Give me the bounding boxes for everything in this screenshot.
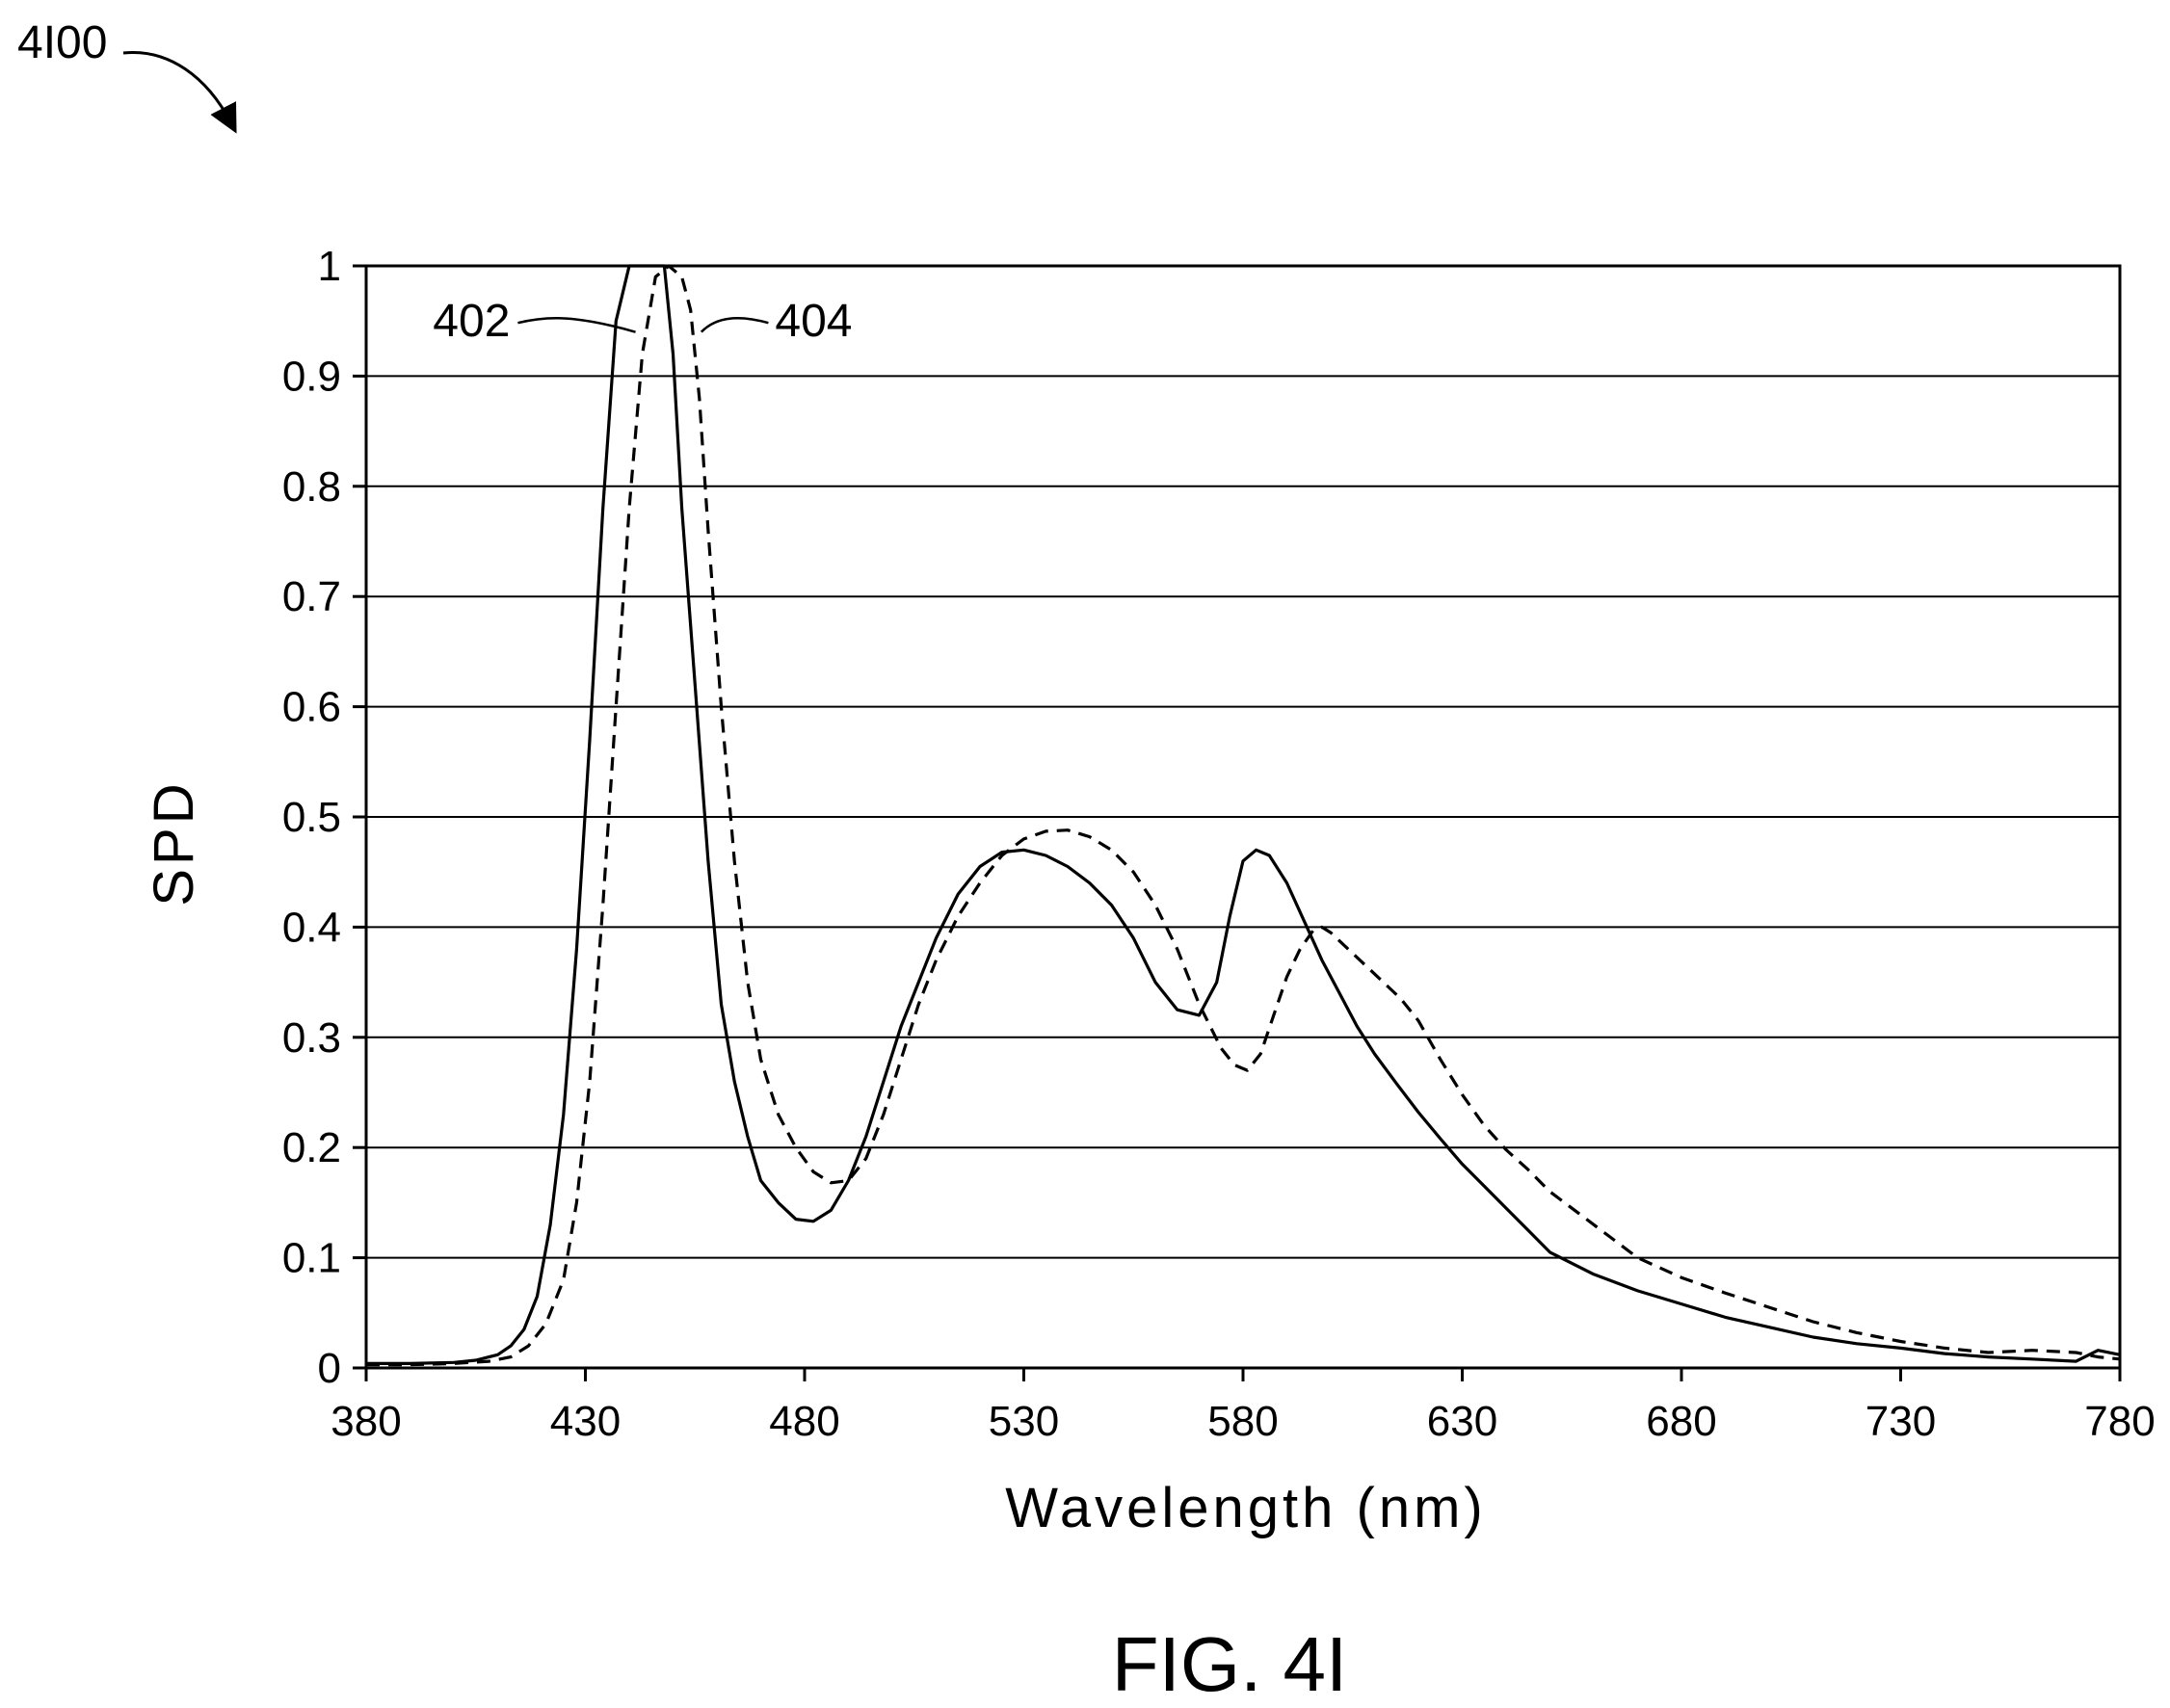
x-tick-label: 380 [331,1398,401,1445]
callout-label-402: 402 [433,296,510,347]
figure-ref-label: 4I00 [17,17,107,68]
y-tick-label: 0.6 [282,684,341,731]
x-tick-label: 480 [769,1398,839,1445]
y-tick-label: 0.3 [282,1014,341,1062]
y-tick-label: 0.1 [282,1235,341,1282]
y-tick-label: 0.4 [282,904,341,951]
figure-ref-arrow [122,50,237,134]
y-tick-label: 0.8 [282,463,341,511]
callout-leader-402 [517,317,636,333]
y-tick-label: 0.9 [282,353,341,400]
x-tick-label: 680 [1646,1398,1716,1445]
y-tick-label: 1 [318,243,341,290]
x-tick-label: 630 [1427,1398,1497,1445]
callout-label-404: 404 [775,296,852,347]
y-axis-title: SPD [143,779,205,906]
x-tick-label: 580 [1207,1398,1278,1445]
x-tick-label: 430 [550,1398,621,1445]
grid-layer [366,375,2120,1259]
series-layer [366,264,2121,1367]
x-tick-label: 780 [2084,1398,2155,1445]
series-line-402 [366,264,2121,1366]
tick-layer: 0 0.1 0.2 0.3 0.4 0.5 0.6 0.7 0.8 0.9 1 380 430 480 53… [282,243,2156,1445]
x-axis-title: Wavelength (nm) [1005,1477,1486,1539]
callout-layer: 402 404 [433,296,852,347]
y-tick-label: 0.2 [282,1124,341,1171]
x-tick-label: 730 [1866,1398,1936,1445]
x-tick-label: 530 [989,1398,1059,1445]
y-tick-label: 0 [318,1345,341,1392]
series-line-404 [366,264,2121,1367]
y-tick-label: 0.7 [282,573,341,620]
figure-caption: FIG. 4I [1112,1621,1348,1707]
callout-leader-404 [700,317,769,333]
y-tick-label: 0.5 [282,794,341,841]
